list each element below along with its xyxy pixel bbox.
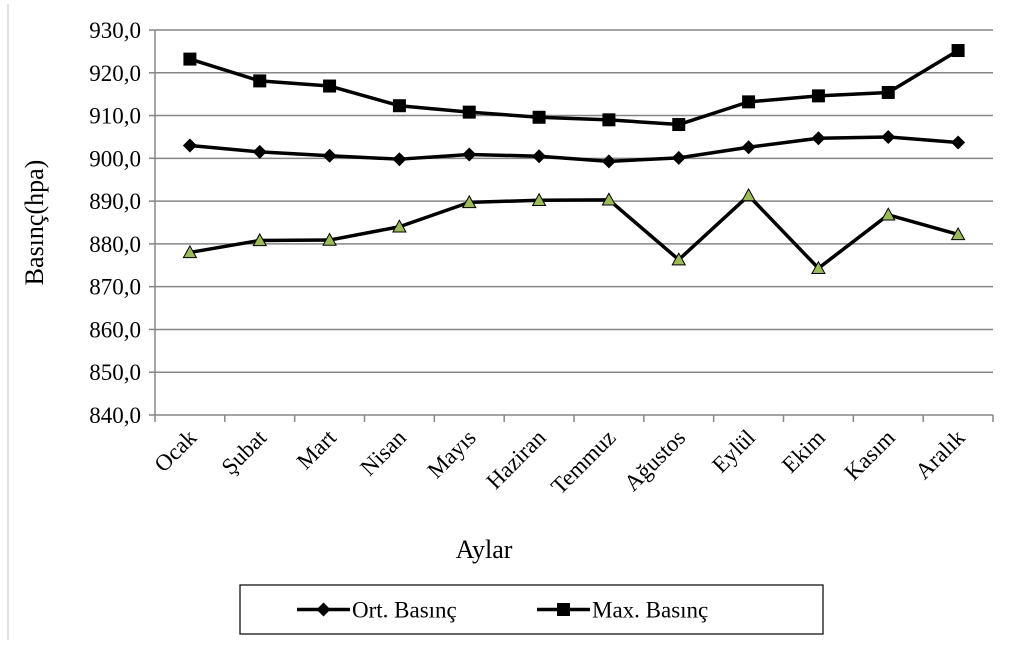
series-1 [182,129,966,169]
data-point-square [602,113,616,127]
y-tick-label: 880,0 [89,232,141,257]
x-tick-label: Ekim [777,425,830,478]
x-tick-label: Eylül [707,425,760,478]
data-point-diamond [532,149,547,164]
data-point-square [881,85,895,99]
y-tick-label: 840,0 [89,403,141,428]
data-point-square [742,95,756,109]
x-axis-title: Aylar [456,535,513,564]
data-point-diamond [316,602,331,617]
x-tick-label: Kasım [840,425,900,485]
y-tick-label: 860,0 [89,317,141,342]
x-tick-label: Mayıs [422,425,480,483]
series-line [189,49,959,127]
data-point-square [253,74,267,88]
data-point-diamond [322,148,337,163]
x-tick-label: Şubat [217,424,272,479]
y-tick-label: 920,0 [89,61,141,86]
x-tick-label: Mart [292,424,342,474]
legend-label: Max. Basınç [592,598,708,623]
y-tick-label: 890,0 [89,189,141,214]
data-point-diamond [811,131,826,146]
series-2 [183,44,965,132]
data-point-triangle [950,226,966,241]
data-point-square [462,105,476,119]
data-point-triangle [531,192,547,206]
y-axis-title: Basınç(hpa) [20,160,49,286]
data-point-triangle [252,232,268,247]
y-tick-label: 850,0 [89,360,141,385]
data-point-diamond [741,140,756,155]
data-point-square [951,44,965,58]
data-point-triangle [880,207,896,221]
data-point-triangle [811,260,826,274]
data-point-diamond [252,144,267,159]
series-line [189,193,959,271]
legend-item-1: Ort. Basınç [297,598,457,623]
y-tick-label: 930,0 [89,18,141,43]
data-point-triangle [741,188,756,202]
data-point-diamond [881,129,896,144]
data-point-triangle [461,194,477,209]
x-tick-label: Aralık [910,425,970,485]
data-point-square [532,110,546,124]
series-layer [182,44,966,274]
data-point-diamond [671,150,686,165]
data-point-square [323,79,337,93]
y-tick-label: 870,0 [89,275,141,300]
legend: Ort. Basınç Max. Basınç [239,584,824,635]
x-tick-label: Ocak [149,425,201,477]
data-point-square [557,603,570,616]
x-tick-label: Temmuz [546,425,620,499]
data-point-square [672,118,686,132]
data-point-triangle [392,219,407,233]
data-point-triangle [601,192,617,206]
data-point-square [392,99,406,113]
x-tick-label: Ağustos [619,425,690,496]
data-point-diamond [392,152,407,167]
x-tick-label: Haziran [481,425,550,494]
y-tick-label: 900,0 [89,146,141,171]
data-point-triangle [322,232,337,246]
legend-item-2: Max. Basınç [537,598,708,623]
x-tick-label: Nisan [355,425,411,481]
data-point-triangle [671,252,687,266]
series-line [189,135,959,164]
y-tick-label: 910,0 [89,104,141,129]
data-point-triangle [182,244,198,259]
series-3 [182,188,966,274]
axes [149,29,994,422]
data-point-diamond [601,154,616,169]
data-point-diamond [951,135,966,150]
data-point-diamond [462,147,477,162]
data-point-square [183,52,197,66]
labels: 840,0 850,0 860,0 870,0 880,0 890,0 900,0 910,0… [20,18,970,564]
legend-label: Ort. Basınç [352,598,457,623]
data-point-diamond [182,138,197,153]
data-point-square [811,89,825,103]
